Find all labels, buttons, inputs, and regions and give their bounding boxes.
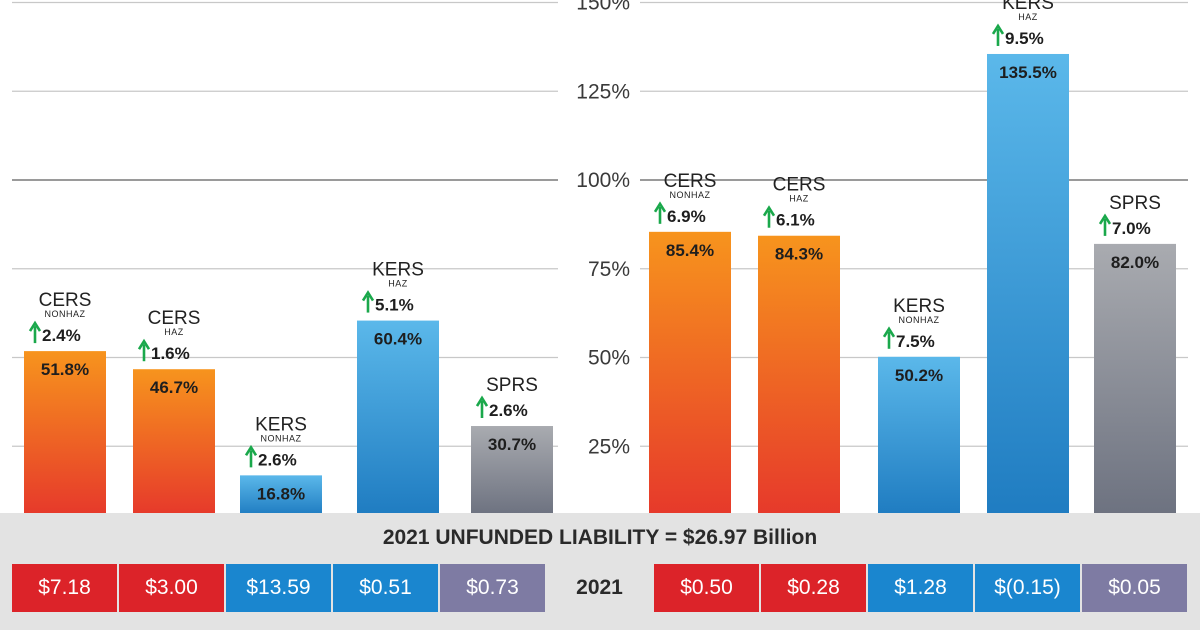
system-sub-label: NONHAZ	[45, 309, 86, 319]
bar-value-label: 60.4%	[374, 330, 422, 349]
liability-cell: $0.05	[1082, 564, 1187, 612]
up-arrow-icon	[28, 320, 42, 344]
change-label: 9.5%	[1005, 29, 1044, 48]
system-name-label: SPRS	[1109, 193, 1161, 214]
up-arrow-icon	[244, 444, 258, 468]
up-arrow-icon	[882, 326, 896, 349]
system-sub-label: HAZ	[1018, 12, 1038, 22]
bar	[24, 351, 106, 515]
bar	[649, 231, 731, 515]
bars: 51.8%2.4%NONHAZCERS46.7%1.6%HAZCERS16.8%…	[24, 0, 1176, 515]
up-arrow-icon	[1098, 213, 1112, 236]
liability-cell: $0.28	[761, 564, 866, 612]
bar-value-label: 16.8%	[257, 484, 305, 503]
bottom-strip	[0, 612, 1200, 630]
bar-value-label: 84.3%	[775, 245, 823, 264]
liability-cell: $(0.15)	[975, 564, 1080, 612]
up-arrow-icon	[991, 23, 1005, 46]
bar-value-label: 85.4%	[666, 241, 714, 260]
liability-cell: $13.59	[226, 564, 331, 612]
change-label: 6.9%	[667, 207, 706, 226]
system-name-label: SPRS	[486, 375, 538, 396]
system-sub-label: NONHAZ	[899, 315, 940, 325]
system-sub-label: NONHAZ	[670, 190, 711, 200]
y-axis-ticks: 25% 50% 75% 100% 125% 150%	[576, 0, 630, 458]
change-label: 6.1%	[776, 211, 815, 230]
bar	[758, 235, 840, 515]
liability-cell: $0.50	[654, 564, 759, 612]
liability-cell: $1.28	[868, 564, 973, 612]
change-label: 2.6%	[258, 450, 297, 469]
change-label: 7.0%	[1112, 219, 1151, 238]
y-tick-label: 100%	[576, 169, 630, 192]
bar-value-label: 51.8%	[41, 360, 89, 379]
up-arrow-icon	[137, 338, 151, 362]
up-arrow-icon	[762, 205, 776, 228]
system-name-label: KERS	[1002, 0, 1054, 14]
change-label: 2.4%	[42, 326, 81, 345]
y-tick-label: 150%	[576, 0, 630, 15]
bar-value-label: 135.5%	[999, 63, 1057, 82]
liability-cell: $0.73	[440, 564, 545, 612]
bar	[357, 320, 439, 515]
up-arrow-icon	[653, 201, 667, 224]
bar-value-label: 50.2%	[895, 366, 943, 385]
bar	[471, 426, 553, 515]
up-arrow-icon	[475, 395, 489, 419]
change-label: 2.6%	[489, 401, 528, 420]
system-name-label: KERS	[255, 414, 307, 435]
system-sub-label: HAZ	[789, 194, 809, 204]
system-name-label: CERS	[664, 171, 717, 192]
funded-ratio-chart: 25%50%75%100%125%150% 51.8%2.4%NONHAZCER…	[12, 0, 1188, 515]
change-label: 1.6%	[151, 344, 190, 363]
system-name-label: CERS	[773, 175, 826, 196]
bar	[878, 356, 960, 515]
up-arrow-icon	[361, 290, 375, 313]
bar	[240, 475, 322, 515]
bar-value-label: 30.7%	[488, 435, 536, 454]
system-name-label: KERS	[372, 260, 424, 281]
change-label: 7.5%	[896, 332, 935, 351]
liability-cell: $0.51	[333, 564, 438, 612]
bar-value-label: 46.7%	[150, 378, 198, 397]
bar	[1094, 243, 1176, 515]
y-tick-label: 125%	[576, 80, 630, 103]
liability-title: 2021 UNFUNDED LIABILITY = $26.97 Billion	[382, 526, 818, 549]
y-tick-label: 25%	[588, 435, 630, 458]
bar	[133, 369, 215, 515]
y-tick-label: 50%	[588, 347, 630, 370]
bar-group: 30.7% 2.6% SPRS	[471, 375, 553, 515]
system-sub-label: HAZ	[388, 279, 408, 289]
liability-cell: $3.00	[119, 564, 224, 612]
bar	[987, 53, 1069, 515]
system-name-label: CERS	[148, 308, 201, 329]
change-label: 5.1%	[375, 296, 414, 315]
system-sub-label: HAZ	[164, 327, 184, 337]
year-label: 2021	[547, 564, 652, 612]
system-name-label: CERS	[39, 290, 92, 311]
bar-value-label: 82.0%	[1111, 253, 1159, 272]
y-tick-label: 75%	[588, 258, 630, 281]
system-sub-label: NONHAZ	[261, 433, 302, 443]
system-name-label: KERS	[893, 296, 945, 317]
liability-cell: $7.18	[12, 564, 117, 612]
bar-group: 82.0% 7.0% SPRS	[1094, 193, 1176, 515]
